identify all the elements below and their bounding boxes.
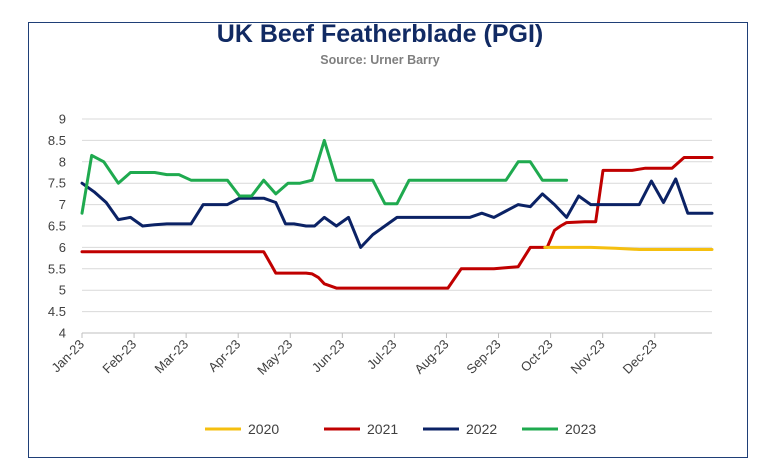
chart-title: UK Beef Featherblade (PGI): [216, 20, 544, 48]
series-line-2020: [543, 245, 714, 251]
x-tick-label: Jun-23: [309, 337, 348, 376]
y-tick-label: 5.5: [48, 261, 66, 276]
y-tick-label: 9: [59, 112, 66, 127]
series-line-2023: [80, 138, 569, 215]
x-tick-label: Jul-23: [364, 337, 400, 373]
x-tick-label: Oct-23: [518, 337, 556, 375]
legend-label-2020: 2020: [248, 421, 279, 437]
legend-label-2022: 2022: [466, 421, 497, 437]
x-tick-label: May-23: [254, 337, 295, 378]
x-tick-label: Sep-23: [463, 337, 503, 377]
x-tick-label: Nov-23: [568, 337, 608, 377]
series-line-2021: [80, 156, 714, 290]
x-axis-tick-labels: Jan-23 Feb-23 Mar-23 Apr-23 May-23 Jun-23 Jul-…: [48, 337, 659, 378]
x-tick-label: Feb-23: [99, 337, 139, 377]
y-tick-label: 7: [59, 197, 66, 212]
y-tick-label: 6: [59, 240, 66, 255]
y-tick-label: 8: [59, 154, 66, 169]
y-axis-tick-labels: 4 4.5 5 5.5 6 6.5 7 7.5 8 8.5 9: [48, 112, 66, 341]
series-line-2022: [80, 177, 714, 249]
x-tick-label: Dec-23: [620, 337, 660, 377]
y-tick-label: 5: [59, 283, 66, 298]
x-tick-label: Jan-23: [48, 337, 87, 376]
series-lines: [80, 138, 714, 290]
legend: 2020 2021 2022 2023: [205, 421, 596, 437]
gridlines: [82, 118, 712, 313]
x-axis: [81, 332, 712, 338]
x-tick-label: Mar-23: [152, 337, 192, 377]
legend-label-2023: 2023: [565, 421, 596, 437]
y-tick-label: 8.5: [48, 133, 66, 148]
y-tick-label: 6.5: [48, 219, 66, 234]
y-tick-label: 4.5: [48, 304, 66, 319]
chart-subtitle: Source: Urner Barry: [320, 53, 440, 67]
x-tick-label: Apr-23: [205, 337, 243, 375]
legend-label-2021: 2021: [367, 421, 398, 437]
chart-frame: [28, 22, 748, 458]
y-tick-label: 4: [59, 326, 66, 341]
x-tick-label: Aug-23: [411, 337, 451, 377]
y-tick-label: 7.5: [48, 176, 66, 191]
